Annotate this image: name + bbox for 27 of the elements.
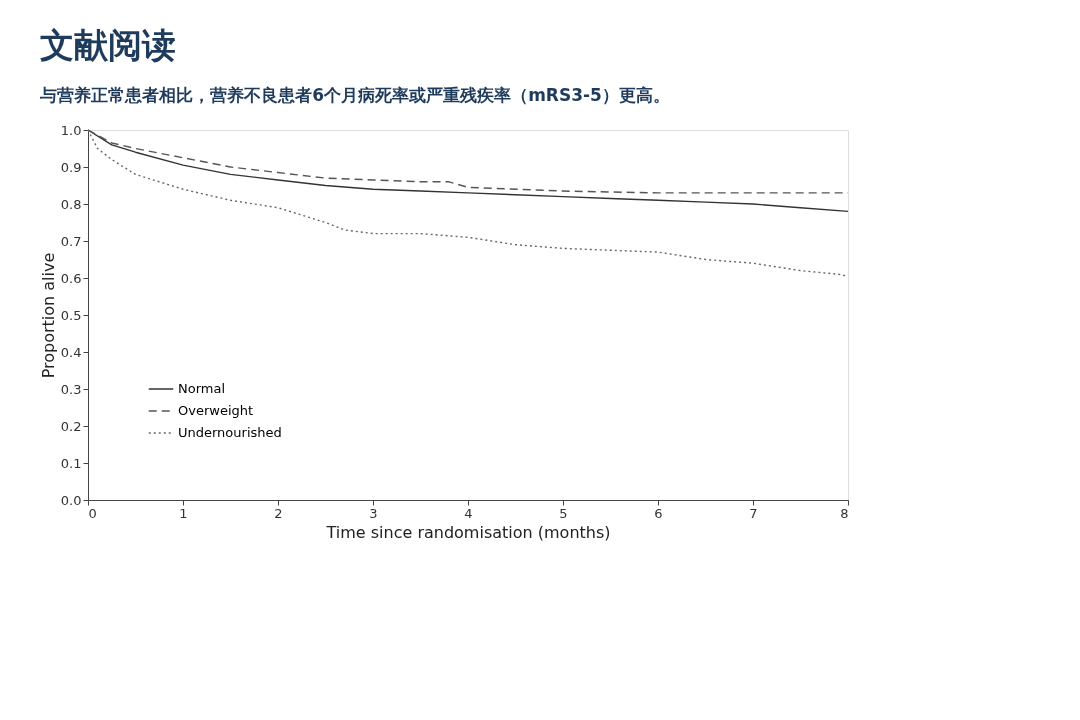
y-tick-label: 1.0 — [60, 122, 82, 138]
x-tick-label: 3 — [369, 505, 378, 521]
y-tick-label: 0.7 — [60, 233, 82, 249]
x-tick-label: 2 — [274, 505, 283, 521]
chart-subtitle: 与营养正常患者相比，营养不良患者6个月病死率或严重残疾率（mRS3-5）更高。 — [39, 85, 670, 105]
x-axis-title: Time since randomisation (months) — [325, 522, 611, 542]
y-tick-label: 0.5 — [60, 307, 82, 323]
chart-title: 文献阅读 — [40, 25, 177, 65]
x-tick-label: 6 — [654, 505, 663, 521]
y-tick-label: 0.2 — [60, 418, 82, 434]
x-tick-label: 7 — [749, 505, 758, 521]
x-tick-label: 4 — [464, 505, 473, 521]
y-tick-label: 0.0 — [60, 492, 82, 508]
x-tick-label: 5 — [559, 505, 568, 521]
y-tick-label: 0.4 — [60, 344, 82, 360]
y-tick-label: 0.8 — [60, 196, 82, 212]
y-tick-label: 0.3 — [60, 381, 82, 397]
x-tick-label: 8 — [840, 505, 849, 521]
legend-label: Overweight — [178, 403, 254, 418]
x-tick-label: 0 — [88, 505, 97, 521]
y-tick-label: 0.9 — [60, 159, 82, 175]
legend-label: Normal — [178, 381, 226, 396]
x-tick-label: 1 — [179, 505, 188, 521]
legend-label: Undernourished — [178, 425, 282, 440]
y-axis-title: Proportion alive — [38, 252, 58, 379]
y-tick-label: 0.6 — [60, 270, 82, 286]
y-tick-label: 0.1 — [60, 455, 82, 471]
